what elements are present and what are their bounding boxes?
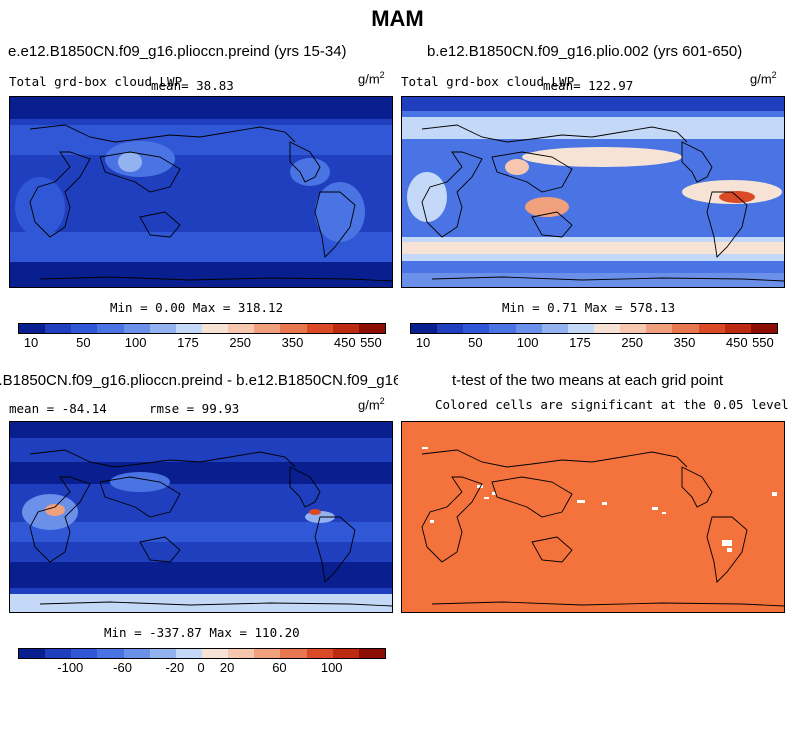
colorbar-tick-label: 350	[673, 335, 696, 350]
colorbar-tick-label: 175	[177, 335, 199, 350]
panel1-variable-label: Total grd-box cloud LWP	[9, 74, 183, 89]
panel1-minmax: Min = 0.00 Max = 318.12	[110, 300, 284, 315]
colorbar-tick-label: 350	[281, 335, 304, 350]
colorbar-cell	[19, 324, 46, 333]
colorbar-tick-label: 450	[333, 335, 356, 350]
colorbar-cell	[332, 324, 359, 333]
colorbar-cell	[515, 324, 542, 333]
panel1-units: g/m2	[358, 70, 385, 87]
colorbar-tick-label: 10	[23, 335, 39, 350]
panel3-minmax: Min = -337.87 Max = 110.20	[104, 625, 300, 640]
colorbar-cell	[228, 649, 255, 658]
colorbar-tick-label: 250	[229, 335, 252, 350]
colorbar-tick-label: 250	[621, 335, 644, 350]
colorbar-cell	[750, 324, 777, 333]
colorbar-cell	[97, 324, 124, 333]
colorbar-cell	[541, 324, 568, 333]
panel3-rmse: rmse = 99.93	[149, 401, 240, 416]
colorbar-cell	[724, 324, 751, 333]
colorbar-cell	[228, 324, 255, 333]
colorbar-cell	[411, 324, 438, 333]
colorbar-tick-label: 20	[219, 660, 235, 675]
panel2-colorbar	[410, 323, 778, 334]
colorbar-tick-label: 550	[752, 335, 774, 350]
colorbar-cell	[593, 324, 621, 333]
colorbar-tick-label: 550	[360, 335, 382, 350]
colorbar-cell	[123, 324, 150, 333]
colorbar-cell	[332, 649, 359, 658]
panel2-mean: mean= 122.97	[543, 78, 634, 93]
panel1-field	[10, 97, 392, 287]
colorbar-tick-label: 175	[569, 335, 591, 350]
panel2-variable-label: Total grd-box cloud LWP	[401, 74, 575, 89]
colorbar-cell	[149, 324, 176, 333]
colorbar-tick-label: 450	[725, 335, 748, 350]
colorbar-tick-label: -60	[113, 660, 132, 675]
panel2-units: g/m2	[750, 70, 777, 87]
colorbar-cell	[698, 324, 725, 333]
colorbar-tick-label: 100	[124, 335, 147, 350]
figure-title: MAM	[371, 6, 424, 31]
colorbar-cell	[175, 324, 202, 333]
colorbar-cell	[306, 324, 333, 333]
colorbar-tick-label: 50	[76, 335, 91, 350]
colorbar-cell	[201, 324, 229, 333]
colorbar-tick-label: 10	[415, 335, 431, 350]
colorbar-cell	[45, 324, 72, 333]
panel1-title: e.e12.B1850CN.f09_g16.plioccn.preind (yr…	[8, 43, 347, 60]
colorbar-cell	[201, 649, 229, 658]
colorbar-cell	[254, 649, 281, 658]
colorbar-cell	[71, 649, 98, 658]
colorbar-cell	[306, 649, 333, 658]
colorbar-tick-label: 60	[272, 660, 287, 675]
colorbar-cell	[672, 324, 699, 333]
panel3-title-clip: e.e12.B1850CN.f09_g16.plioccn.preind - b…	[0, 370, 398, 392]
colorbar-tick-label: 0	[197, 660, 205, 675]
panel1-mean: mean= 38.83	[151, 78, 234, 93]
panel4-title: t-test of the two means at each grid poi…	[452, 372, 723, 389]
colorbar-cell	[437, 324, 464, 333]
colorbar-tick-label: -20	[165, 660, 185, 675]
panel1-map	[9, 96, 393, 288]
panel3-map	[9, 421, 393, 613]
panel2-field	[402, 97, 784, 287]
colorbar-cell	[463, 324, 490, 333]
colorbar-cell	[358, 649, 385, 658]
panel4-subtitle: Colored cells are significant at the 0.0…	[435, 397, 789, 412]
colorbar-cell	[280, 324, 307, 333]
panel2-title: b.e12.B1850CN.f09_g16.plio.002 (yrs 601-…	[427, 43, 743, 60]
colorbar-cell	[489, 324, 516, 333]
colorbar-cell	[358, 324, 385, 333]
panel3-field	[10, 422, 392, 612]
panel4-field	[402, 422, 784, 612]
colorbar-tick-label: 100	[320, 660, 343, 675]
colorbar-cell	[71, 324, 98, 333]
colorbar-cell	[254, 324, 281, 333]
colorbar-cell	[45, 649, 72, 658]
colorbar-tick-label: 50	[468, 335, 483, 350]
colorbar-tick-label: -100	[57, 660, 84, 675]
panel3-mean: mean = -84.14	[9, 401, 107, 416]
panel3-colorbar	[18, 648, 386, 659]
panel2-map	[401, 96, 785, 288]
colorbar-cell	[280, 649, 307, 658]
panel3-units: g/m2	[358, 396, 385, 413]
panel2-minmax: Min = 0.71 Max = 578.13	[502, 300, 676, 315]
panel3-title: e.e12.B1850CN.f09_g16.plioccn.preind - b…	[0, 372, 398, 389]
colorbar-cell	[123, 649, 150, 658]
colorbar-cell	[567, 324, 594, 333]
colorbar-cell	[175, 649, 202, 658]
colorbar-cell	[149, 649, 176, 658]
panel4-map	[401, 421, 785, 613]
colorbar-cell	[19, 649, 46, 658]
colorbar-cell	[97, 649, 124, 658]
colorbar-cell	[646, 324, 673, 333]
colorbar-tick-label: 100	[516, 335, 539, 350]
colorbar-cell	[620, 324, 647, 333]
panel1-colorbar	[18, 323, 386, 334]
